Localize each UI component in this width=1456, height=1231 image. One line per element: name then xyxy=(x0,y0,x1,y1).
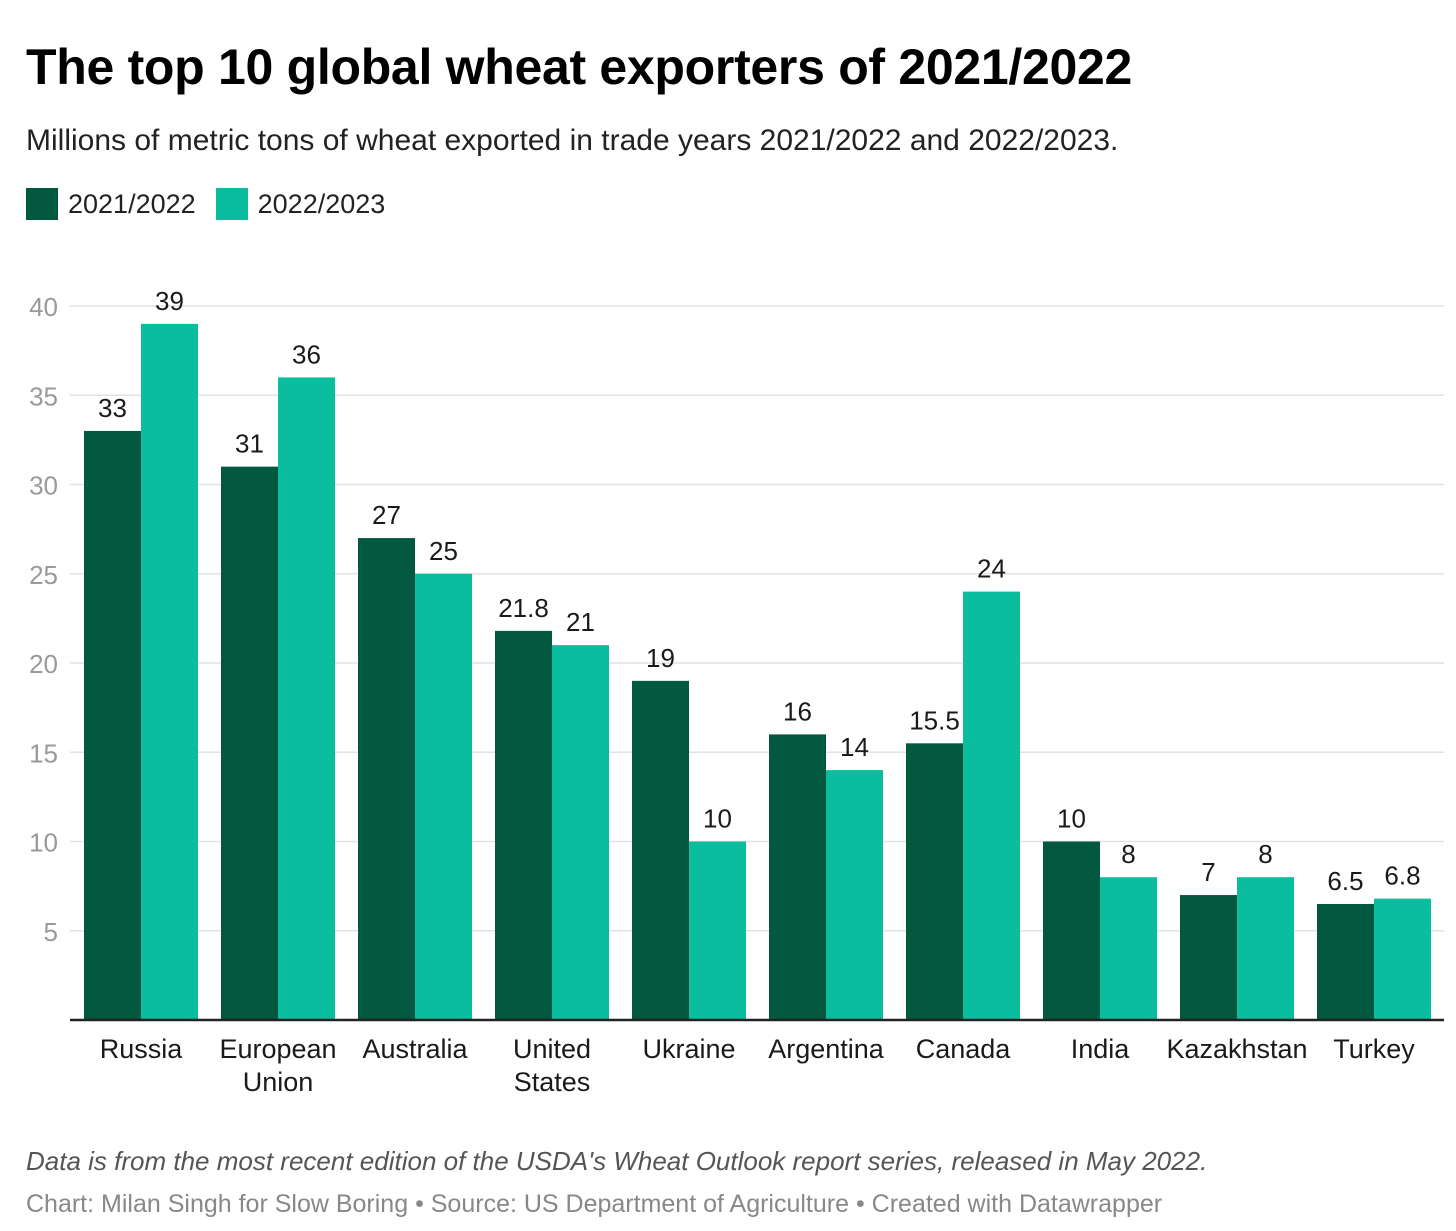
x-tick-label-line: States xyxy=(514,1067,591,1097)
x-tick-label-line: Argentina xyxy=(768,1034,885,1064)
chart-subtitle: Millions of metric tons of wheat exporte… xyxy=(26,124,1119,157)
x-tick-label-1: European Union xyxy=(219,1034,336,1097)
bar-2021-2022-7 xyxy=(1043,841,1100,1020)
bar-2021-2022-3 xyxy=(495,630,552,1020)
value-label-2021-2022-0: 33 xyxy=(98,393,127,423)
value-label-2022-2023-6: 24 xyxy=(977,554,1006,584)
value-label-2022-2023-2: 25 xyxy=(429,536,458,566)
bar-2021-2022-9 xyxy=(1317,903,1374,1020)
y-tick-label-15: 15 xyxy=(29,738,58,768)
legend-item-2021-2022: 2021/2022 xyxy=(26,188,196,220)
x-tick-label-2: Australia xyxy=(362,1034,468,1064)
x-tick-label-8: Kazakhstan xyxy=(1166,1034,1307,1064)
value-label-2022-2023-9: 6.8 xyxy=(1384,861,1420,891)
value-label-2022-2023-8: 8 xyxy=(1258,839,1272,869)
bar-2022-2023-4 xyxy=(689,841,746,1020)
value-label-2021-2022-8: 7 xyxy=(1201,857,1215,887)
x-tick-label-line: Union xyxy=(243,1067,314,1097)
value-label-2021-2022-3: 21.8 xyxy=(498,593,549,623)
bar-2021-2022-5 xyxy=(769,734,826,1020)
y-tick-label-30: 30 xyxy=(29,471,58,501)
y-tick-label-10: 10 xyxy=(29,828,58,858)
x-tick-label-line: Ukraine xyxy=(642,1034,735,1064)
value-label-2021-2022-5: 16 xyxy=(783,696,812,726)
x-tick-label-5: Argentina xyxy=(768,1034,885,1064)
bar-2022-2023-2 xyxy=(415,573,472,1020)
x-tick-label-0: Russia xyxy=(100,1034,184,1064)
value-label-2021-2022-4: 19 xyxy=(646,643,675,673)
y-tick-label-25: 25 xyxy=(29,560,58,590)
x-tick-label-line: India xyxy=(1071,1034,1131,1064)
x-tick-label-6: Canada xyxy=(916,1034,1012,1064)
legend-swatch-2022-2023 xyxy=(215,188,248,220)
bar-2021-2022-8 xyxy=(1180,895,1237,1020)
x-tick-label-7: India xyxy=(1071,1034,1131,1064)
y-tick-label-5: 5 xyxy=(44,917,58,947)
x-tick-label-line: Turkey xyxy=(1333,1034,1415,1064)
x-tick-label-line: Canada xyxy=(916,1034,1012,1064)
bar-2022-2023-3 xyxy=(552,645,609,1020)
y-tick-label-35: 35 xyxy=(29,381,58,411)
value-label-2021-2022-9: 6.5 xyxy=(1327,866,1363,896)
bar-2022-2023-6 xyxy=(963,591,1020,1020)
value-label-2021-2022-7: 10 xyxy=(1057,804,1086,834)
bar-2022-2023-0 xyxy=(141,323,198,1021)
bar-2022-2023-7 xyxy=(1100,877,1157,1020)
bar-2022-2023-1 xyxy=(278,377,335,1020)
x-tick-label-line: Russia xyxy=(100,1034,184,1064)
x-tick-label-9: Turkey xyxy=(1333,1034,1415,1064)
bar-2021-2022-1 xyxy=(221,466,278,1020)
legend-item-2022-2023: 2022/2023 xyxy=(215,188,386,220)
value-label-2021-2022-6: 15.5 xyxy=(909,705,960,735)
legend-swatch-2021-2022 xyxy=(26,188,58,220)
legend-label-2022-2023: 2022/2023 xyxy=(257,188,386,219)
value-label-2022-2023-4: 10 xyxy=(703,804,732,834)
bar-2022-2023-8 xyxy=(1237,877,1294,1020)
x-tick-label-line: Australia xyxy=(362,1034,468,1064)
bar-2021-2022-0 xyxy=(84,430,141,1020)
value-label-2021-2022-2: 27 xyxy=(372,500,401,530)
value-label-2022-2023-1: 36 xyxy=(292,339,321,369)
bar-2021-2022-4 xyxy=(632,680,689,1020)
y-tick-label-20: 20 xyxy=(29,649,58,679)
value-label-2022-2023-7: 8 xyxy=(1121,839,1135,869)
value-label-2022-2023-0: 39 xyxy=(155,286,184,316)
value-label-2021-2022-1: 31 xyxy=(235,429,264,459)
legend-label-2021-2022: 2021/2022 xyxy=(68,188,196,219)
chart-credit: Chart: Milan Singh for Slow Boring • Sou… xyxy=(26,1190,1163,1218)
chart-title: The top 10 global wheat exporters of 202… xyxy=(26,39,1133,95)
value-label-2022-2023-3: 21 xyxy=(566,607,595,637)
x-tick-label-line: United xyxy=(513,1034,591,1064)
y-tick-label-40: 40 xyxy=(29,292,58,322)
value-label-2022-2023-5: 14 xyxy=(840,732,869,762)
x-tick-label-line: European xyxy=(219,1034,336,1064)
chart-notes: Data is from the most recent edition of … xyxy=(26,1146,1208,1176)
bar-2021-2022-2 xyxy=(358,538,415,1020)
legend: 2021/2022 2022/2023 xyxy=(26,188,405,220)
bar-2022-2023-9 xyxy=(1374,898,1431,1020)
x-tick-label-3: United States xyxy=(513,1034,591,1097)
bar-2022-2023-5 xyxy=(826,770,883,1020)
x-tick-label-line: Kazakhstan xyxy=(1166,1034,1307,1064)
bar-2021-2022-6 xyxy=(906,743,963,1020)
x-tick-label-4: Ukraine xyxy=(642,1034,735,1064)
